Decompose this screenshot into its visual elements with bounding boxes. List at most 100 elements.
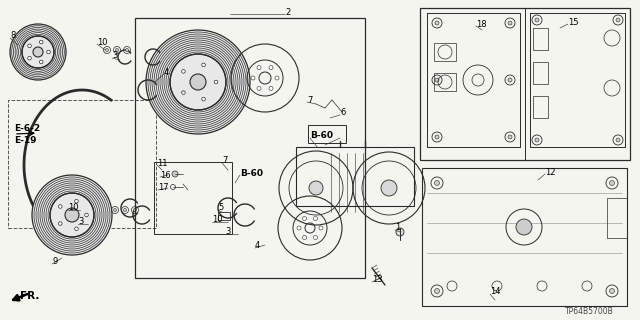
- Circle shape: [202, 63, 205, 67]
- Circle shape: [297, 226, 301, 230]
- Circle shape: [257, 86, 261, 90]
- Text: 9: 9: [52, 258, 57, 267]
- Text: 7: 7: [222, 156, 227, 164]
- Circle shape: [309, 181, 323, 195]
- Circle shape: [616, 18, 620, 22]
- Text: 18: 18: [476, 20, 486, 28]
- Circle shape: [435, 78, 439, 82]
- Bar: [533, 96, 548, 118]
- Text: 4: 4: [164, 68, 169, 76]
- Circle shape: [269, 66, 273, 70]
- Circle shape: [303, 236, 307, 240]
- Circle shape: [508, 135, 512, 139]
- Bar: [135, 18, 365, 278]
- Circle shape: [146, 30, 250, 134]
- Circle shape: [182, 91, 185, 94]
- Circle shape: [202, 97, 205, 101]
- Circle shape: [75, 227, 78, 231]
- Text: 16: 16: [160, 171, 171, 180]
- Bar: [296, 147, 414, 206]
- Circle shape: [435, 21, 439, 25]
- Circle shape: [609, 289, 614, 293]
- Text: 3: 3: [112, 51, 117, 60]
- Bar: [533, 28, 548, 50]
- Circle shape: [535, 138, 539, 142]
- Circle shape: [435, 135, 439, 139]
- Text: B-60: B-60: [310, 131, 333, 140]
- Circle shape: [314, 216, 317, 220]
- Text: 10: 10: [68, 204, 79, 212]
- Circle shape: [28, 44, 31, 48]
- Text: 1: 1: [395, 223, 400, 233]
- Circle shape: [28, 56, 31, 60]
- Circle shape: [214, 80, 218, 84]
- Circle shape: [106, 49, 109, 52]
- Circle shape: [40, 40, 43, 44]
- Text: 3: 3: [225, 228, 230, 236]
- Bar: [8, 100, 156, 228]
- Circle shape: [115, 49, 118, 52]
- Text: 17: 17: [158, 182, 168, 191]
- Circle shape: [125, 49, 129, 52]
- Text: 12: 12: [545, 167, 556, 177]
- Circle shape: [616, 138, 620, 142]
- Circle shape: [535, 18, 539, 22]
- Circle shape: [251, 76, 255, 80]
- Bar: [607, 198, 627, 238]
- Circle shape: [75, 199, 78, 203]
- Circle shape: [182, 70, 185, 73]
- Circle shape: [381, 180, 397, 196]
- Bar: [308, 125, 346, 143]
- Circle shape: [47, 50, 51, 54]
- Circle shape: [134, 209, 136, 212]
- Text: 15: 15: [568, 18, 579, 27]
- Text: 14: 14: [490, 287, 500, 297]
- Text: 6: 6: [340, 108, 346, 116]
- Text: 5: 5: [218, 204, 223, 212]
- Circle shape: [257, 66, 261, 70]
- Bar: [420, 8, 630, 160]
- Circle shape: [10, 24, 66, 80]
- Circle shape: [435, 180, 440, 186]
- Bar: [434, 73, 456, 91]
- Circle shape: [32, 175, 112, 255]
- Circle shape: [508, 21, 512, 25]
- Circle shape: [269, 86, 273, 90]
- Circle shape: [124, 209, 127, 212]
- Circle shape: [33, 47, 43, 57]
- Circle shape: [65, 208, 79, 222]
- Text: FR.: FR.: [20, 291, 40, 301]
- Circle shape: [84, 213, 88, 217]
- Text: 4: 4: [255, 241, 260, 250]
- Circle shape: [58, 222, 62, 225]
- Text: 7: 7: [307, 95, 312, 105]
- Circle shape: [508, 78, 512, 82]
- Circle shape: [396, 228, 404, 236]
- Text: 3: 3: [78, 218, 83, 227]
- Circle shape: [319, 226, 323, 230]
- Bar: [533, 62, 548, 84]
- Circle shape: [314, 236, 317, 240]
- Circle shape: [58, 205, 62, 208]
- Text: 2: 2: [285, 7, 291, 17]
- Circle shape: [172, 171, 178, 177]
- Text: 10: 10: [97, 37, 108, 46]
- Text: 10: 10: [212, 215, 223, 225]
- Text: E-19: E-19: [14, 135, 36, 145]
- Text: TP64B5700B: TP64B5700B: [565, 308, 614, 316]
- Text: 8: 8: [10, 30, 15, 39]
- Text: 11: 11: [157, 158, 168, 167]
- Text: E-6-2: E-6-2: [14, 124, 40, 132]
- Bar: [434, 43, 456, 61]
- Circle shape: [609, 180, 614, 186]
- Bar: [218, 212, 230, 220]
- Circle shape: [435, 289, 440, 293]
- Bar: [154, 162, 232, 234]
- Bar: [422, 168, 627, 306]
- Circle shape: [303, 216, 307, 220]
- Text: B-60: B-60: [240, 169, 263, 178]
- Circle shape: [516, 219, 532, 235]
- Circle shape: [113, 209, 116, 212]
- Circle shape: [190, 74, 206, 90]
- Text: 13: 13: [372, 276, 383, 284]
